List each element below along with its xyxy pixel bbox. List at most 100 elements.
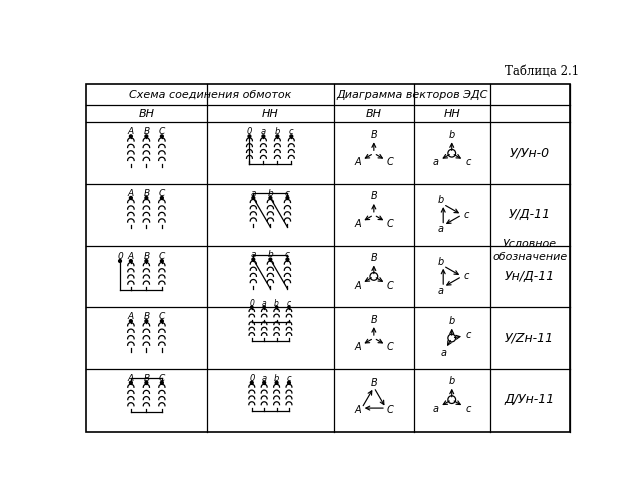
Text: c: c <box>464 210 469 220</box>
Text: C: C <box>386 219 393 229</box>
Text: b: b <box>267 189 273 198</box>
Circle shape <box>288 306 290 308</box>
Text: a: a <box>440 348 446 358</box>
Circle shape <box>276 135 279 138</box>
Text: B: B <box>144 252 149 261</box>
Circle shape <box>269 197 272 199</box>
Circle shape <box>269 258 272 261</box>
Text: c: c <box>465 158 471 167</box>
Text: a: a <box>262 299 267 308</box>
Text: c: c <box>287 373 291 382</box>
Text: a: a <box>433 404 439 414</box>
Text: 0: 0 <box>117 252 123 261</box>
Circle shape <box>145 135 147 138</box>
Text: c: c <box>285 250 290 259</box>
Text: A: A <box>128 189 134 198</box>
Text: C: C <box>159 252 165 261</box>
Text: B: B <box>144 373 149 382</box>
Text: b: b <box>438 257 444 267</box>
Text: C: C <box>386 281 393 290</box>
Text: C: C <box>159 189 165 198</box>
Text: a: a <box>433 158 439 167</box>
Circle shape <box>160 260 164 262</box>
Text: c: c <box>464 271 469 282</box>
Circle shape <box>145 197 147 199</box>
Text: B: B <box>370 130 377 140</box>
Circle shape <box>129 197 132 199</box>
Circle shape <box>286 197 289 199</box>
Text: b: b <box>438 195 444 205</box>
Text: У/Ун-0: У/Ун-0 <box>509 147 550 160</box>
Circle shape <box>129 320 132 323</box>
Text: Ун/Д-11: Ун/Д-11 <box>504 270 554 283</box>
Text: c: c <box>287 299 291 308</box>
Text: B: B <box>370 253 377 263</box>
Text: C: C <box>159 373 165 382</box>
Text: B: B <box>144 189 149 198</box>
Text: Таблица 2.1: Таблица 2.1 <box>506 65 580 78</box>
Circle shape <box>145 260 147 262</box>
Text: A: A <box>128 127 134 136</box>
Text: Условное
обозначение: Условное обозначение <box>492 239 567 262</box>
Circle shape <box>262 135 265 138</box>
Circle shape <box>145 381 147 384</box>
Text: a: a <box>261 127 266 136</box>
Text: C: C <box>159 127 165 136</box>
Circle shape <box>160 197 164 199</box>
Text: a: a <box>251 189 256 198</box>
Text: Схема соединения обмоток: Схема соединения обмоток <box>129 90 291 100</box>
Text: c: c <box>289 127 294 136</box>
Text: A: A <box>128 373 134 382</box>
Text: b: b <box>267 250 273 259</box>
Text: C: C <box>159 312 165 321</box>
Circle shape <box>160 320 164 323</box>
Text: B: B <box>370 191 377 202</box>
Text: A: A <box>354 158 361 167</box>
Text: A: A <box>354 406 361 415</box>
Text: НН: НН <box>262 109 279 119</box>
Text: НН: НН <box>443 109 460 119</box>
Text: B: B <box>144 312 149 321</box>
Circle shape <box>263 381 265 384</box>
Circle shape <box>129 381 132 384</box>
Text: Диаграмма векторов ЭДС: Диаграмма векторов ЭДС <box>336 90 488 100</box>
Text: c: c <box>466 330 471 340</box>
Text: ВН: ВН <box>138 109 155 119</box>
Circle shape <box>248 135 251 138</box>
Text: B: B <box>370 378 377 388</box>
Text: b: b <box>274 127 280 136</box>
Text: У/Д-11: У/Д-11 <box>509 208 551 221</box>
Text: A: A <box>128 252 134 261</box>
Circle shape <box>251 306 253 308</box>
Circle shape <box>263 306 265 308</box>
Text: c: c <box>285 189 290 198</box>
Text: B: B <box>370 315 377 325</box>
Text: b: b <box>449 130 455 140</box>
Text: b: b <box>449 316 455 326</box>
Text: 0: 0 <box>247 127 252 136</box>
Text: B: B <box>144 127 149 136</box>
Circle shape <box>145 320 147 323</box>
Text: a: a <box>251 250 256 259</box>
Circle shape <box>290 135 292 138</box>
Text: C: C <box>386 406 393 415</box>
Text: c: c <box>465 404 471 414</box>
Circle shape <box>160 381 164 384</box>
Circle shape <box>251 381 253 384</box>
Circle shape <box>118 260 122 262</box>
Text: b: b <box>274 299 279 308</box>
Text: У/Zн-11: У/Zн-11 <box>505 331 554 344</box>
Circle shape <box>129 260 132 262</box>
Text: 0: 0 <box>249 373 254 382</box>
Text: b: b <box>449 376 455 386</box>
Text: ВН: ВН <box>366 109 382 119</box>
Circle shape <box>276 306 278 308</box>
Circle shape <box>288 381 290 384</box>
Text: C: C <box>386 342 393 352</box>
Circle shape <box>160 135 164 138</box>
Text: A: A <box>128 312 134 321</box>
Text: A: A <box>354 281 361 290</box>
Text: C: C <box>386 158 393 167</box>
Text: a: a <box>438 224 444 235</box>
Text: b: b <box>274 373 279 382</box>
